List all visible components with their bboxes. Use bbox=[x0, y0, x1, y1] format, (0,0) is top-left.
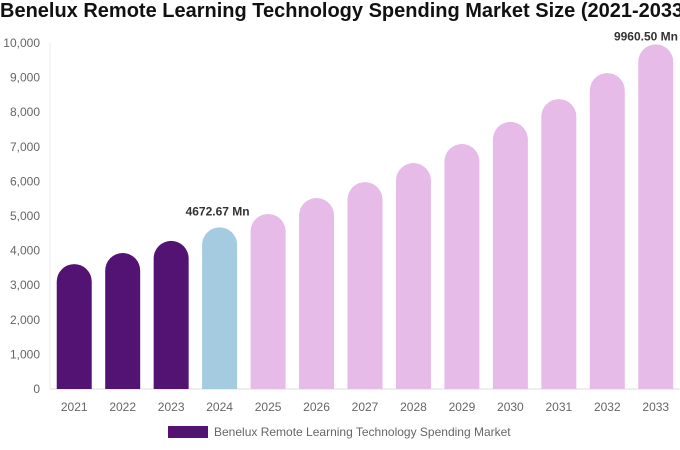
y-tick-label: 3,000 bbox=[10, 278, 40, 292]
bar-2023 bbox=[153, 240, 189, 389]
y-tick-label: 9,000 bbox=[10, 71, 40, 85]
y-tick-label: 1,000 bbox=[10, 347, 40, 361]
chart-title: Benelux Remote Learning Technology Spend… bbox=[0, 0, 680, 22]
bar-2025 bbox=[250, 213, 286, 389]
bar-2032 bbox=[589, 73, 625, 390]
x-tick-label: 2028 bbox=[400, 400, 427, 414]
bar-2021 bbox=[56, 264, 92, 389]
y-tick-label: 8,000 bbox=[10, 105, 40, 119]
x-tick-label: 2027 bbox=[352, 400, 379, 414]
data-label-2024: 4672.67 Mn bbox=[186, 204, 250, 218]
x-tick-label: 2031 bbox=[545, 400, 572, 414]
x-tick-label: 2025 bbox=[255, 400, 282, 414]
x-tick-label: 2030 bbox=[497, 400, 524, 414]
y-tick-label: 4,000 bbox=[10, 244, 40, 258]
y-tick-label: 0 bbox=[33, 382, 40, 396]
bar-2022 bbox=[105, 253, 141, 389]
bar-2031 bbox=[541, 99, 577, 389]
data-label-2033: 9960.50 Mn bbox=[614, 29, 678, 43]
x-tick-label: 2021 bbox=[61, 400, 88, 414]
x-tick-label: 2024 bbox=[206, 400, 233, 414]
legend-label: Benelux Remote Learning Technology Spend… bbox=[214, 425, 511, 439]
x-tick-label: 2033 bbox=[642, 400, 669, 414]
y-tick-label: 10,000 bbox=[3, 36, 40, 50]
y-tick-label: 5,000 bbox=[10, 209, 40, 223]
bar-2029 bbox=[444, 144, 480, 389]
x-tick-label: 2026 bbox=[303, 400, 330, 414]
x-tick-label: 2022 bbox=[109, 400, 136, 414]
y-tick-label: 7,000 bbox=[10, 140, 40, 154]
bar-2024 bbox=[202, 227, 238, 389]
x-tick-label: 2032 bbox=[594, 400, 621, 414]
x-tick-label: 2023 bbox=[158, 400, 185, 414]
y-tick-label: 2,000 bbox=[10, 313, 40, 327]
bar-2033 bbox=[638, 44, 674, 389]
legend: Benelux Remote Learning Technology Spend… bbox=[168, 425, 511, 439]
legend-swatch bbox=[168, 426, 208, 438]
bar-2027 bbox=[347, 182, 383, 389]
bar-2030 bbox=[492, 121, 528, 389]
x-tick-label: 2029 bbox=[449, 400, 476, 414]
bar-2026 bbox=[299, 198, 335, 389]
y-tick-label: 6,000 bbox=[10, 174, 40, 188]
bar-2028 bbox=[395, 163, 431, 389]
